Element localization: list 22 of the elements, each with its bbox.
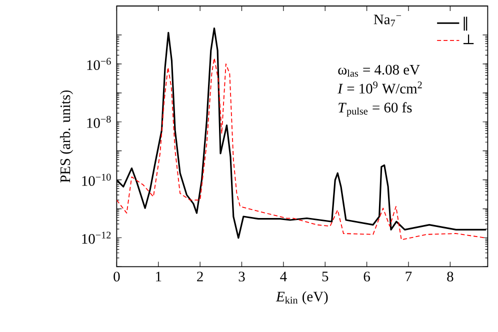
x-tick-label: 5 <box>322 272 328 282</box>
legend-label: ⊥ <box>463 34 474 44</box>
x-axis-title: E$_{kin}$ (eV) <box>276 291 328 304</box>
annotation: ω$_{las}$ = 4.08 eV <box>338 64 420 77</box>
x-tick-label: 4 <box>280 272 287 282</box>
line-series <box>116 58 486 240</box>
x-tick-label: 3 <box>238 272 245 282</box>
y-tick-label: 10$^{−8}$ <box>87 116 111 128</box>
y-tick-label: 10$^{−6}$ <box>87 58 111 70</box>
x-tick-label: 8 <box>447 272 454 282</box>
legend-label: ‖ <box>464 16 468 31</box>
x-tick-label: 2 <box>197 272 203 282</box>
x-tick-label: 6 <box>364 272 370 282</box>
x-tick-label: 1 <box>156 272 162 282</box>
annotation: T$_{pulse}$ = 60 fs <box>338 102 412 117</box>
y-tick-label: 10$^{−10}$ <box>82 174 111 186</box>
y-tick-label: 10$^{−12}$ <box>82 232 111 244</box>
legend-title: Na$_{7}$− <box>374 14 402 26</box>
y-axis-title: PES (arb. units) <box>60 90 74 182</box>
annotation: I = 10$^{9}$ W/cm$^{2}$ <box>338 82 422 94</box>
x-tick-label: 0 <box>114 272 120 282</box>
x-tick-label: 7 <box>406 272 412 282</box>
